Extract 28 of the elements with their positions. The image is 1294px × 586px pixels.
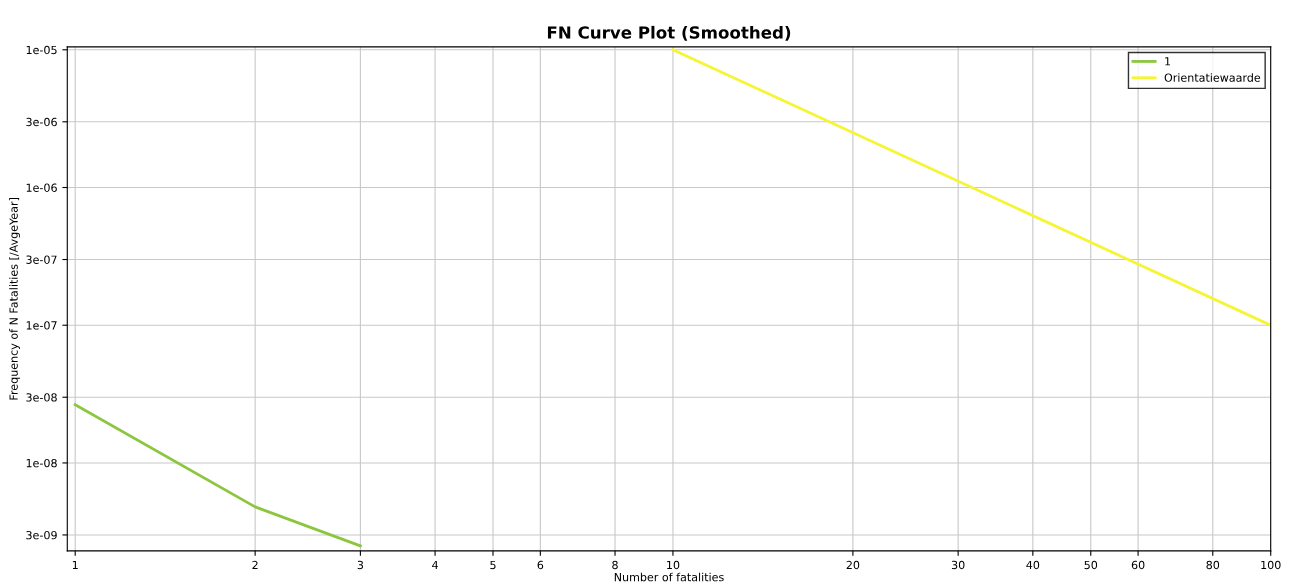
x-tick-label: 10 — [667, 560, 680, 570]
x-tick-label: 40 — [1026, 560, 1040, 570]
y-tick-label: 3e-08 — [26, 393, 57, 402]
y-tick-label: 1e-08 — [26, 458, 57, 468]
y-tick-label: 1e-07 — [26, 321, 57, 330]
y-axis-title: Frequency of N Fatalities [/AvgeYear] — [9, 198, 20, 400]
y-tick-label: 3e-09 — [26, 530, 57, 540]
x-tick-label: 2 — [252, 560, 258, 569]
x-tick-label: 8 — [612, 560, 618, 570]
legend-label: 1 — [1165, 57, 1171, 66]
x-tick-label: 30 — [951, 560, 965, 570]
x-tick-label: 50 — [1084, 560, 1098, 570]
x-tick-label: 100 — [1261, 560, 1281, 570]
x-tick-label: 1 — [72, 560, 78, 569]
legend-label: Orientatiewaarde — [1164, 73, 1261, 82]
y-tick-label: 1e-05 — [26, 45, 57, 55]
x-tick-label: 3 — [357, 560, 364, 570]
y-tick-label: 3e-06 — [26, 117, 57, 127]
x-tick-label: 80 — [1206, 560, 1220, 570]
x-tick-label: 5 — [490, 560, 496, 570]
x-tick-label: 60 — [1131, 560, 1145, 570]
x-tick-label: 4 — [432, 560, 438, 569]
y-tick-label: 1e-06 — [26, 183, 57, 192]
x-axis-title: Number of fatalities — [614, 572, 724, 582]
x-tick-label: 6 — [537, 560, 544, 570]
x-tick-label: 20 — [846, 560, 860, 570]
chart-title: FN Curve Plot (Smoothed) — [547, 25, 791, 41]
y-tick-label: 3e-07 — [26, 255, 57, 264]
